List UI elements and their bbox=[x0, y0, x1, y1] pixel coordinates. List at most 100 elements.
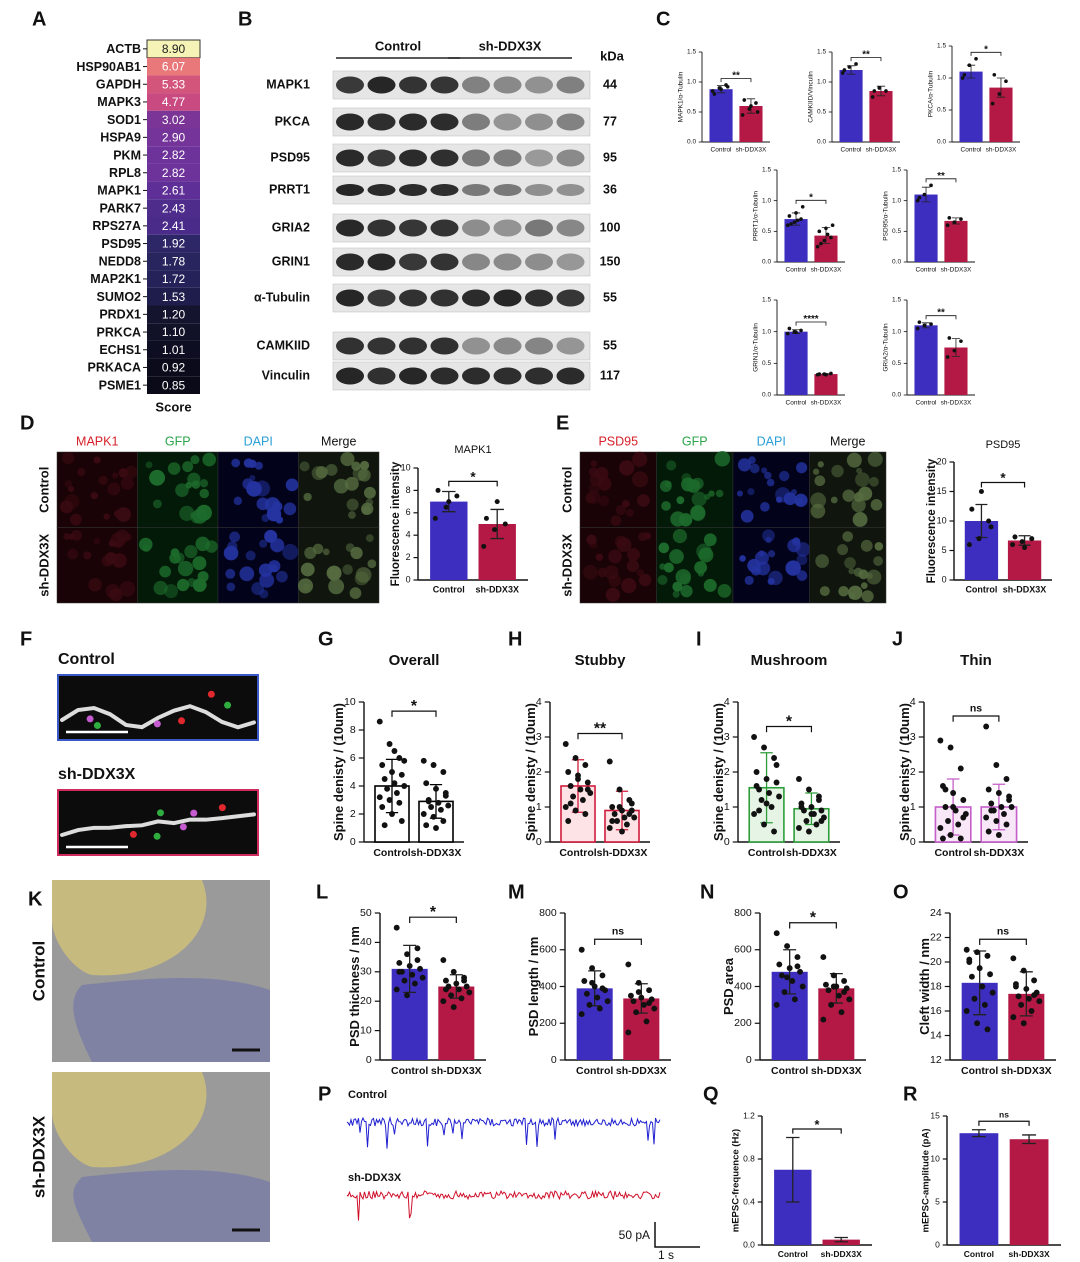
row-label: HSP90AB1 bbox=[76, 60, 141, 74]
data-point bbox=[646, 1000, 653, 1006]
y-tick-label: 15 bbox=[937, 486, 947, 496]
blot-band bbox=[493, 337, 522, 355]
data-point bbox=[979, 983, 986, 990]
data-point bbox=[1008, 804, 1015, 810]
cell-label: 0.85 bbox=[162, 378, 186, 392]
x-tick-label: sh-DDX3X bbox=[1009, 1249, 1050, 1259]
data-point bbox=[808, 804, 815, 810]
x-tick-label: Control bbox=[771, 1065, 808, 1077]
data-point bbox=[823, 981, 829, 988]
spine-dot bbox=[218, 804, 226, 812]
cell bbox=[792, 537, 801, 546]
blot-band bbox=[462, 289, 490, 307]
x-tick-label: sh-DDX3X bbox=[811, 1065, 862, 1077]
blot-band bbox=[556, 76, 585, 94]
significance-label: * bbox=[815, 1117, 820, 1132]
blot-band bbox=[430, 253, 459, 271]
cell bbox=[842, 489, 855, 502]
bar-chart: N 0 200 400 600 800 PSD area Control sh-DDX3X * bbox=[700, 881, 866, 1077]
spine-dot bbox=[129, 830, 137, 838]
data-point bbox=[386, 741, 393, 747]
data-point bbox=[959, 339, 963, 343]
spine-dot bbox=[93, 722, 101, 730]
data-point bbox=[981, 1001, 988, 1008]
y-tick-label: 200 bbox=[734, 1017, 752, 1029]
cell bbox=[737, 458, 752, 472]
data-point bbox=[1023, 986, 1030, 992]
data-point bbox=[983, 723, 990, 730]
cell bbox=[315, 466, 328, 479]
panel-letter: I bbox=[696, 628, 702, 650]
data-point bbox=[945, 223, 950, 228]
data-point bbox=[570, 793, 577, 800]
data-point bbox=[929, 322, 933, 326]
significance-bracket bbox=[980, 481, 1026, 488]
channel-label: Merge bbox=[830, 434, 865, 448]
blot-band bbox=[367, 184, 396, 196]
data-point bbox=[763, 800, 770, 807]
data-point bbox=[384, 785, 391, 792]
cell bbox=[638, 573, 652, 587]
data-point bbox=[988, 800, 995, 807]
y-tick-label: 0.0 bbox=[762, 392, 771, 399]
row-label: sh-DDX3X bbox=[559, 534, 574, 597]
blot-band bbox=[556, 149, 585, 167]
data-point bbox=[751, 734, 758, 740]
data-point bbox=[1012, 534, 1018, 540]
cell bbox=[790, 489, 797, 496]
data-point bbox=[988, 807, 995, 814]
cell bbox=[767, 550, 776, 558]
cell bbox=[64, 494, 80, 510]
row-label: ACTB bbox=[106, 42, 141, 56]
blot-kda: 117 bbox=[600, 368, 620, 382]
data-point bbox=[1013, 981, 1019, 987]
y-tick-label: 800 bbox=[539, 907, 557, 919]
cell-label: 1.92 bbox=[162, 237, 186, 251]
data-point bbox=[433, 785, 439, 792]
blot-band bbox=[525, 289, 553, 307]
data-point bbox=[753, 769, 760, 775]
data-point bbox=[491, 527, 498, 533]
cell bbox=[621, 578, 637, 594]
data-point bbox=[967, 63, 972, 68]
x-tick-label: sh-DDX3X bbox=[616, 1065, 667, 1077]
blot-band bbox=[462, 219, 490, 237]
cell bbox=[346, 498, 359, 511]
y-tick-label: 0.8 bbox=[743, 1153, 755, 1163]
data-point bbox=[381, 776, 388, 782]
cell bbox=[107, 482, 121, 496]
data-point bbox=[829, 235, 833, 240]
bar-chart: M 0 200 400 600 800 PSD length / nm Control sh-D… bbox=[508, 881, 671, 1077]
cell bbox=[103, 513, 110, 520]
panel-letter: M bbox=[508, 881, 525, 903]
y-tick-label: 0 bbox=[910, 836, 916, 848]
significance-label: ** bbox=[937, 171, 945, 182]
cell bbox=[185, 481, 193, 489]
cell bbox=[794, 493, 808, 507]
scale-bar bbox=[654, 1222, 700, 1248]
trace-label: sh-DDX3X bbox=[348, 1172, 402, 1184]
data-point bbox=[609, 804, 616, 810]
blot-band bbox=[430, 289, 459, 307]
data-point bbox=[789, 978, 796, 984]
cell bbox=[352, 465, 368, 481]
y-tick-label: 8 bbox=[406, 485, 411, 495]
cell bbox=[259, 539, 268, 548]
data-point bbox=[630, 998, 637, 1005]
data-point bbox=[443, 986, 449, 993]
x-tick-label: Control bbox=[961, 1065, 998, 1077]
row-label: MAP2K1 bbox=[90, 272, 141, 286]
data-point bbox=[440, 957, 447, 963]
data-point bbox=[448, 992, 455, 999]
data-point bbox=[1029, 536, 1035, 542]
y-tick-label: 2 bbox=[536, 766, 542, 778]
data-point bbox=[842, 68, 847, 72]
y-tick-label: 1.0 bbox=[817, 79, 826, 86]
data-point bbox=[787, 326, 792, 331]
significance-bracket bbox=[792, 1128, 842, 1134]
cell-label: 1.20 bbox=[162, 308, 186, 322]
cell bbox=[748, 456, 756, 464]
data-point bbox=[776, 793, 782, 800]
data-point bbox=[761, 744, 768, 751]
